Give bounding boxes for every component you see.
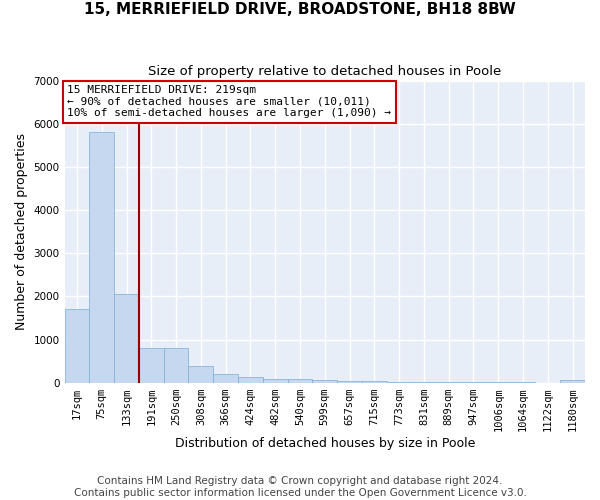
Bar	[213, 374, 238, 383]
Bar	[89, 132, 114, 383]
Bar	[238, 377, 263, 383]
Bar	[387, 382, 412, 383]
X-axis label: Distribution of detached houses by size in Poole: Distribution of detached houses by size …	[175, 437, 475, 450]
Bar	[65, 310, 89, 383]
Text: 15 MERRIEFIELD DRIVE: 219sqm
← 90% of detached houses are smaller (10,011)
10% o: 15 MERRIEFIELD DRIVE: 219sqm ← 90% of de…	[67, 85, 391, 118]
Bar	[263, 378, 287, 383]
Bar	[139, 348, 164, 383]
Bar	[164, 348, 188, 383]
Bar	[412, 382, 436, 383]
Title: Size of property relative to detached houses in Poole: Size of property relative to detached ho…	[148, 65, 502, 78]
Bar	[188, 366, 213, 383]
Bar	[313, 380, 337, 383]
Y-axis label: Number of detached properties: Number of detached properties	[15, 133, 28, 330]
Bar	[362, 381, 387, 383]
Text: Contains HM Land Registry data © Crown copyright and database right 2024.
Contai: Contains HM Land Registry data © Crown c…	[74, 476, 526, 498]
Bar	[560, 380, 585, 383]
Text: 15, MERRIEFIELD DRIVE, BROADSTONE, BH18 8BW: 15, MERRIEFIELD DRIVE, BROADSTONE, BH18 …	[84, 2, 516, 18]
Bar	[287, 380, 313, 383]
Bar	[461, 382, 486, 383]
Bar	[114, 294, 139, 383]
Bar	[337, 380, 362, 383]
Bar	[436, 382, 461, 383]
